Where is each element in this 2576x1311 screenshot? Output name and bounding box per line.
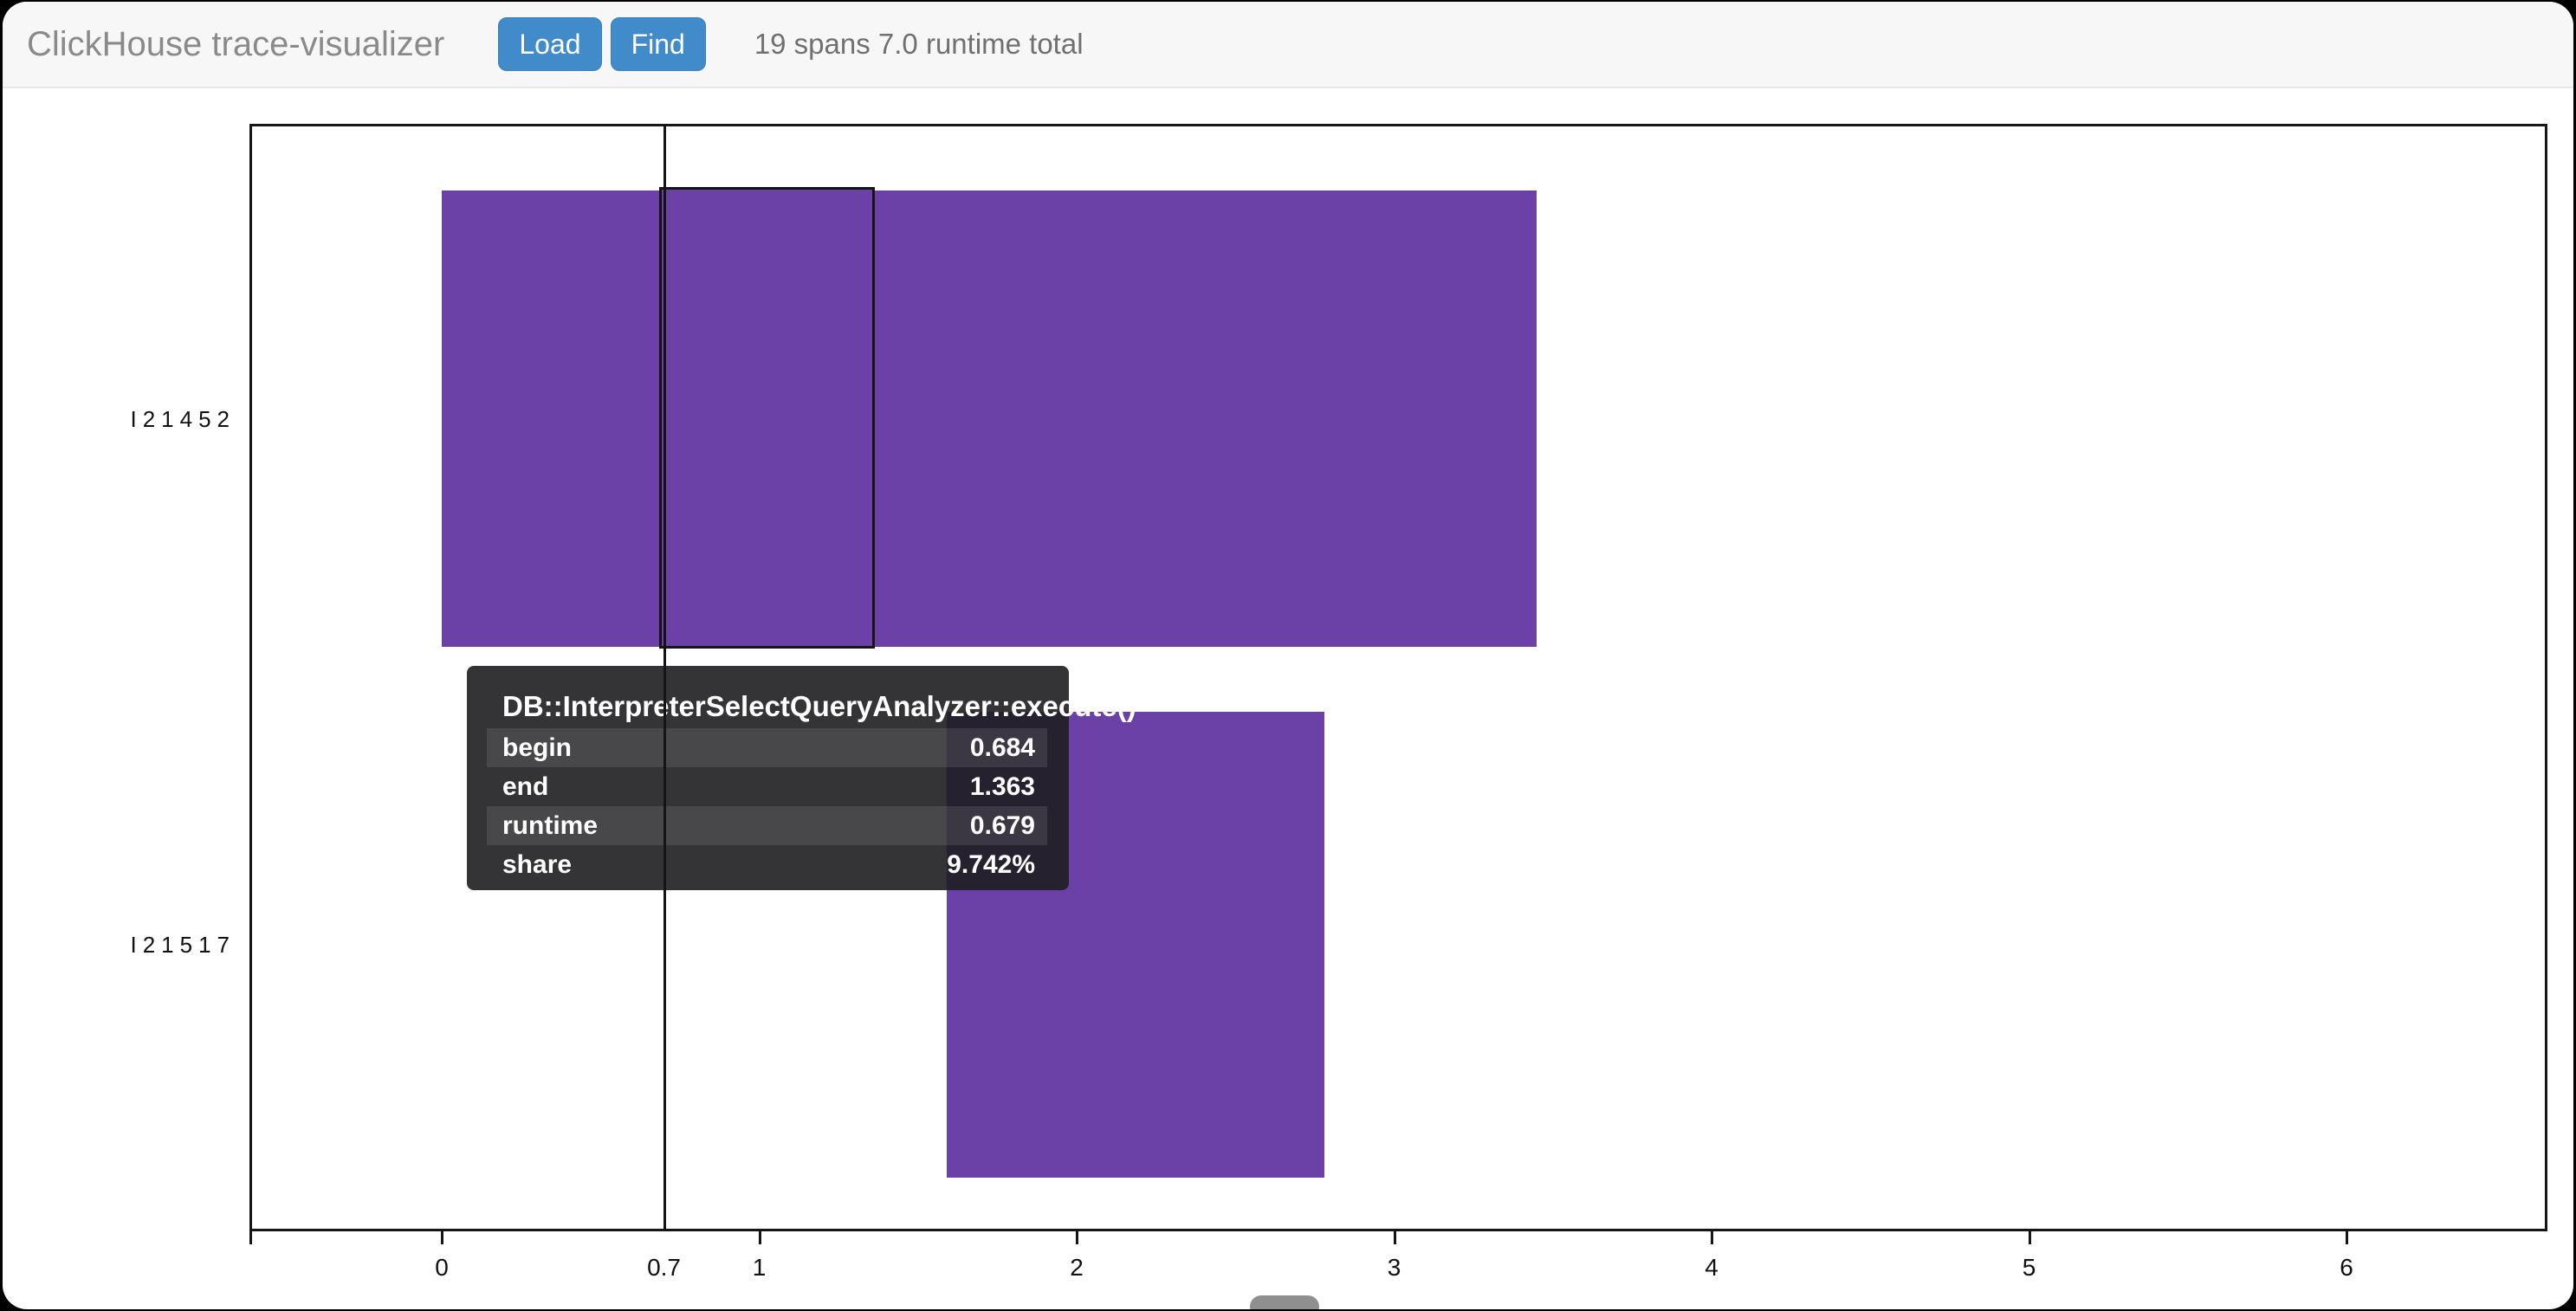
axis-edge-tick [249,1231,252,1244]
tooltip-row-value: 1.363 [969,772,1035,801]
tooltip-row-label: end [502,772,549,801]
tooltip-row-value: 0.679 [969,810,1035,840]
cursor-x-label: 0.7 [647,1254,682,1281]
x-axis-tick-label: 5 [2022,1254,2036,1281]
x-axis-tick [1711,1231,1713,1244]
tooltip-row-label: share [502,849,573,879]
tooltip-row-share: share 9.742% [487,845,1047,884]
spans-summary-text: 19 spans 7.0 runtime total [754,28,1084,60]
x-axis-tick-label: 6 [2340,1254,2353,1281]
tooltip-row-label: runtime [502,810,599,840]
y-axis-thread-label: I21517 [130,932,236,958]
tooltip-row-label: begin [502,733,572,762]
span-tooltip: DB::InterpreterSelectQueryAnalyzer::exec… [467,666,1136,890]
x-axis-tick [1393,1231,1396,1244]
find-button[interactable]: Find [610,17,706,71]
app-window: ClickHouse trace-visualizer Load Find 19… [3,2,2573,1309]
tooltip-title: DB::InterpreterSelectQueryAnalyzer::exec… [502,690,1136,722]
x-axis-tick [1076,1231,1078,1244]
app-title: ClickHouse trace-visualizer [27,24,445,63]
load-button[interactable]: Load [498,17,602,71]
x-axis-tick-label: 0 [435,1254,449,1281]
highlighted-span-bar[interactable] [658,187,875,649]
tooltip-row-value: 0.684 [969,733,1035,762]
x-axis-tick [2346,1231,2348,1244]
tooltip-row-begin: begin 0.684 [487,728,1047,767]
tooltip-row-value: 9.742% [947,849,1035,879]
header-button-group: Load Find [498,17,706,71]
x-axis-tick [758,1231,761,1244]
x-axis-tick [2028,1231,2031,1244]
x-axis-tick [441,1231,443,1244]
x-axis-tick-label: 1 [752,1254,767,1281]
plot-area[interactable] [249,124,2547,1231]
span-bar[interactable] [442,191,1537,647]
app-header: ClickHouse trace-visualizer Load Find 19… [3,2,2573,88]
tooltip-row-end: end 1.363 [487,767,1047,806]
x-axis-tick-label: 3 [1387,1254,1401,1281]
x-axis-tick-label: 4 [1705,1254,1718,1281]
y-axis-thread-label: I21452 [130,406,236,432]
tooltip-row-runtime: runtime 0.679 [487,806,1047,845]
x-axis-tick-label: 2 [1070,1254,1084,1281]
horizontal-scrollbar-thumb[interactable] [1250,1295,1319,1309]
cursor-line [663,124,666,1231]
